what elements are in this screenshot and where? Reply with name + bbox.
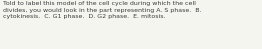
Text: Told to label this model of the cell cycle during which the cell
divides, you wo: Told to label this model of the cell cyc… [3,1,202,19]
